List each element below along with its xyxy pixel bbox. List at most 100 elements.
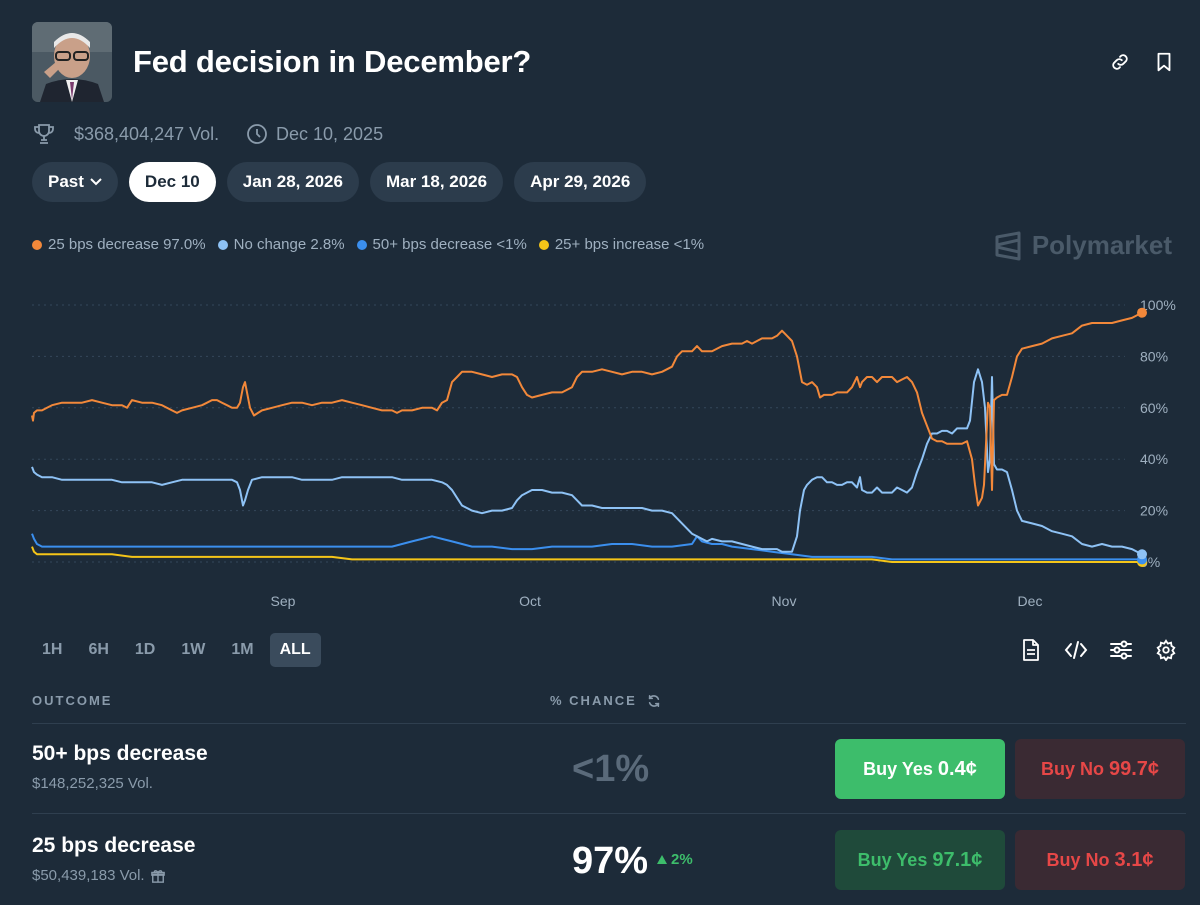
series-line-50-bps-decrease <box>31 533 1142 561</box>
buy-yes-price: 97.1¢ <box>932 848 983 871</box>
end-date: Dec 10, 2025 <box>276 123 384 144</box>
outcome-chance: <1% <box>572 748 650 790</box>
buy-yes-label: Buy Yes <box>863 758 933 779</box>
y-tick-label: 80% <box>1140 348 1168 364</box>
x-tick-label: Nov <box>772 593 797 609</box>
tab-jan-28-label: Jan 28, 2026 <box>242 172 343 191</box>
timeframe-1w[interactable]: 1W <box>181 641 206 658</box>
tab-dec-10-label: Dec 10 <box>144 172 200 191</box>
buy-yes-button[interactable]: Buy Yes 0.4¢ <box>835 739 1005 799</box>
x-tick-label: Sep <box>271 593 296 609</box>
series-line-25-bps-decrease <box>31 311 1143 507</box>
link-icon[interactable] <box>1106 48 1134 76</box>
chart-legend: 25 bps decrease 97.0% No change 2.8% 50+… <box>32 236 704 253</box>
buy-no-button[interactable]: Buy No 3.1¢ <box>1015 830 1185 890</box>
y-tick-label: 40% <box>1140 451 1168 467</box>
chance-change: 2% <box>657 851 693 868</box>
chance-change-value: 2% <box>671 851 693 868</box>
tab-past-label: Past <box>48 172 84 191</box>
gift-icon[interactable] <box>150 869 165 883</box>
timeframe-all[interactable]: ALL <box>269 633 321 667</box>
tab-mar-18-label: Mar 18, 2026 <box>385 172 488 191</box>
outcome-volume-text: $50,439,183 Vol. <box>32 867 145 884</box>
tab-apr-29-label: Apr 29, 2026 <box>530 172 631 191</box>
market-avatar <box>32 22 112 102</box>
end-date-meta: Dec 10, 2025 <box>246 122 383 146</box>
series-line-no-change <box>31 368 1143 556</box>
price-history-chart[interactable]: 100%80%60%40%20%0% Sep Oct Nov Dec <box>0 286 1200 616</box>
timeframe-1m[interactable]: 1M <box>231 641 254 658</box>
legend-dot <box>217 239 228 250</box>
tab-past[interactable]: Past <box>32 162 118 202</box>
legend-dot <box>538 239 549 250</box>
legend-label: No change 2.8% <box>233 236 345 253</box>
legend-label: 50+ bps decrease <1% <box>372 236 527 253</box>
chart-tools <box>1019 636 1178 664</box>
outcome-row-25-bps[interactable]: 25 bps decrease $50,439,183 Vol. <box>32 834 195 884</box>
buy-no-price: 99.7¢ <box>1108 757 1160 780</box>
polymarket-watermark: Polymarket <box>994 230 1172 261</box>
tab-jan-28[interactable]: Jan 28, 2026 <box>226 162 359 202</box>
outcome-volume: $148,252,325 Vol. <box>32 775 208 792</box>
outcome-volume-text: $148,252,325 Vol. <box>32 775 153 792</box>
sliders-icon[interactable] <box>1109 636 1133 664</box>
buy-no-button[interactable]: Buy No 99.7¢ <box>1015 739 1185 799</box>
chart-grid <box>32 304 1125 563</box>
legend-item: 50+ bps decrease <1% <box>356 236 527 253</box>
date-tabs: Past Dec 10 Jan 28, 2026 Mar 18, 2026 Ap… <box>32 162 647 202</box>
y-tick-label: 100% <box>1140 297 1176 313</box>
legend-dot <box>356 239 367 250</box>
outcome-volume: $50,439,183 Vol. <box>32 867 195 884</box>
timeframe-6h[interactable]: 6H <box>88 641 109 658</box>
timeframe-1h[interactable]: 1H <box>42 641 63 658</box>
divider <box>32 813 1186 814</box>
trophy-icon <box>34 124 54 144</box>
x-tick-label: Oct <box>519 593 541 609</box>
series-line-25-bps-increase <box>31 546 1142 563</box>
outcome-chance: 97% <box>572 840 649 882</box>
x-tick-label: Dec <box>1018 593 1043 609</box>
legend-item: 25 bps decrease 97.0% <box>32 236 206 253</box>
legend-item: 25+ bps increase <1% <box>538 236 705 253</box>
volume-meta: $368,404,247 Vol. <box>32 122 219 146</box>
buy-yes-label: Buy Yes <box>857 849 928 870</box>
column-chance-label: % CHANCE <box>550 693 637 708</box>
bookmark-icon[interactable] <box>1150 48 1178 76</box>
series-end-dot <box>1137 307 1147 318</box>
market-title: Fed decision in December? <box>133 44 532 79</box>
settings-gear-icon[interactable] <box>1154 636 1178 664</box>
document-icon[interactable] <box>1019 636 1043 664</box>
legend-label: 25+ bps increase <1% <box>554 236 705 253</box>
y-tick-label: 60% <box>1140 400 1168 416</box>
timeframe-selector: 1H 6H 1D 1W 1M ALL <box>32 633 321 667</box>
legend-dot <box>32 239 42 250</box>
chart-series <box>31 311 1143 563</box>
legend-label: 25 bps decrease 97.0% <box>48 236 206 253</box>
tab-mar-18[interactable]: Mar 18, 2026 <box>369 162 504 202</box>
buy-yes-price: 0.4¢ <box>937 757 977 780</box>
polymarket-logo-icon <box>995 231 1021 260</box>
column-chance: % CHANCE <box>550 693 661 708</box>
y-tick-label: 20% <box>1140 503 1168 519</box>
y-axis-labels: 100%80%60%40%20%0% <box>1140 297 1176 570</box>
buy-no-label: Buy No <box>1040 758 1104 779</box>
series-end-dots <box>1137 307 1147 567</box>
tab-dec-10[interactable]: Dec 10 <box>128 162 216 202</box>
clock-icon <box>247 124 267 144</box>
outcome-name: 25 bps decrease <box>32 834 196 857</box>
embed-code-icon[interactable] <box>1064 636 1088 664</box>
legend-item: No change 2.8% <box>217 236 345 253</box>
outcome-row-50-bps[interactable]: 50+ bps decrease $148,252,325 Vol. <box>32 742 208 792</box>
chevron-down-icon <box>90 178 102 186</box>
divider <box>32 723 1186 724</box>
total-volume: $368,404,247 Vol. <box>74 123 220 144</box>
timeframe-1d[interactable]: 1D <box>134 641 156 658</box>
x-axis-labels: Sep Oct Nov Dec <box>271 593 1043 609</box>
refresh-icon[interactable] <box>647 694 661 708</box>
buy-yes-button[interactable]: Buy Yes 97.1¢ <box>835 830 1005 890</box>
triangle-up-icon <box>657 855 667 864</box>
buy-no-label: Buy No <box>1046 849 1110 870</box>
tab-apr-29[interactable]: Apr 29, 2026 <box>514 162 647 202</box>
brand-name: Polymarket <box>1031 230 1172 260</box>
outcome-name: 50+ bps decrease <box>32 742 208 765</box>
